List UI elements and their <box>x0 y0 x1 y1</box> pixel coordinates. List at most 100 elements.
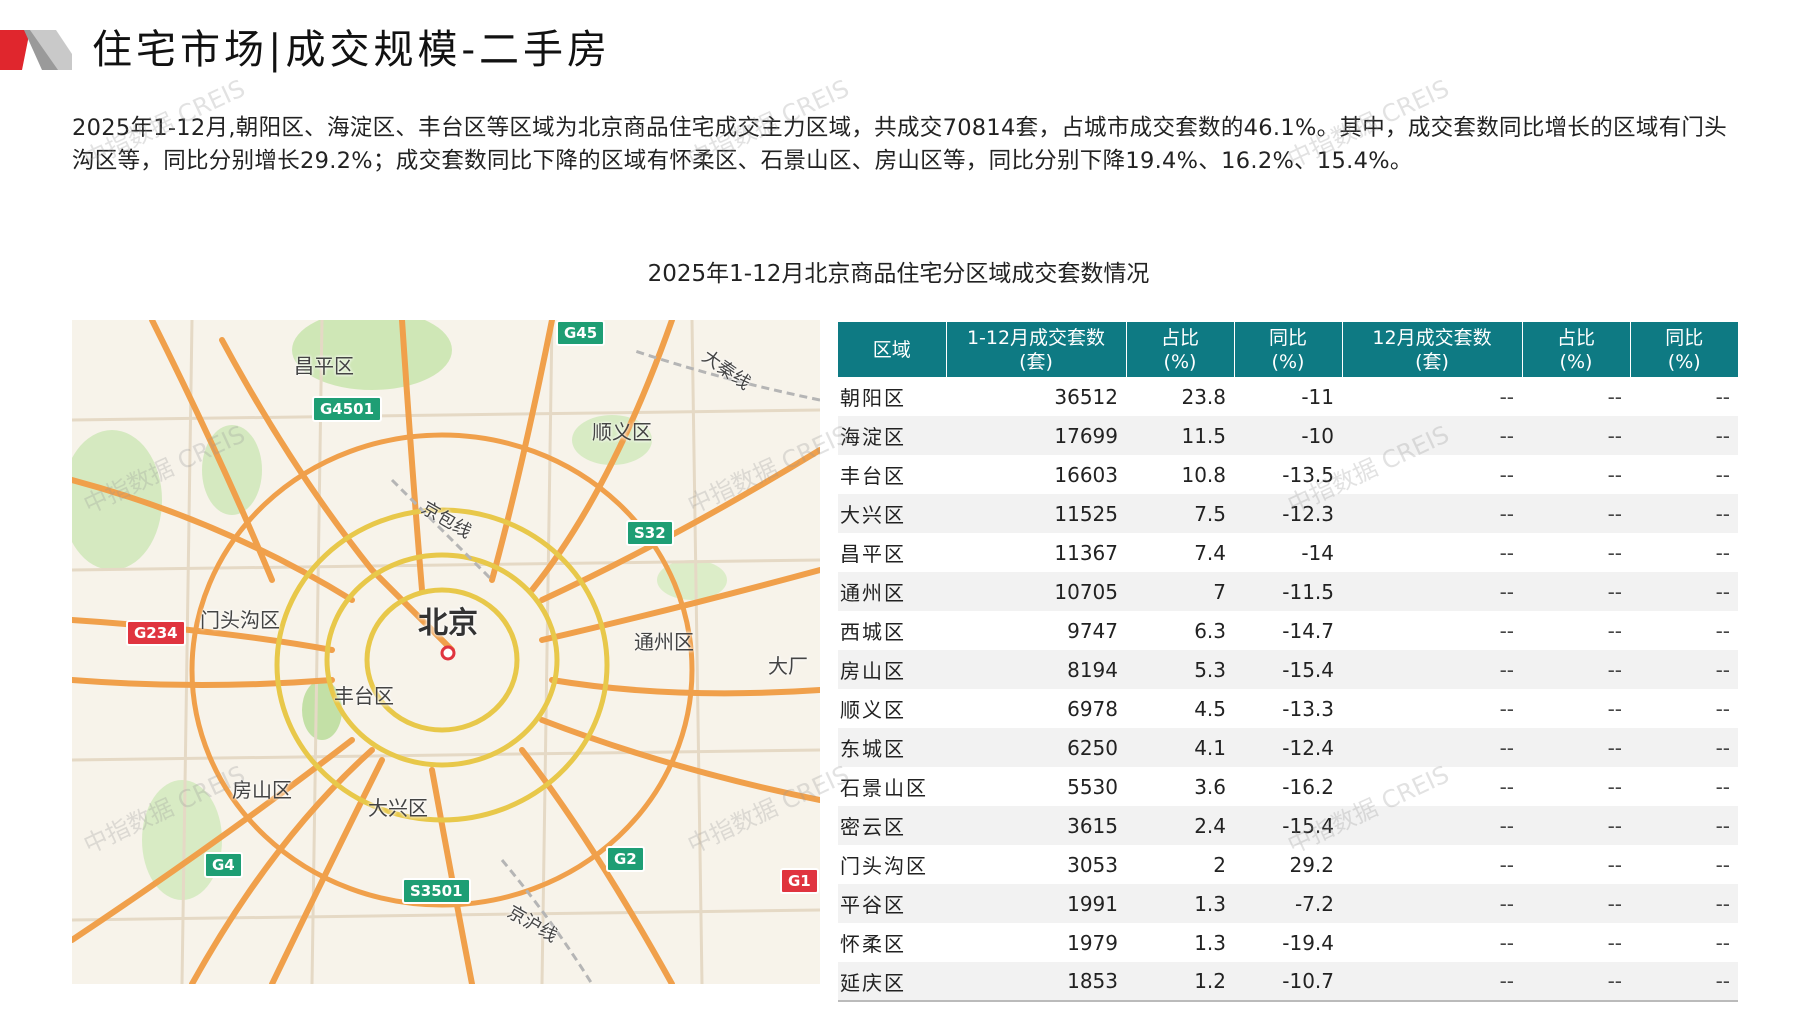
cell-dec-share: -- <box>1522 650 1630 689</box>
table-row: 密云区 3615 2.4 -15.4 -- -- -- <box>838 806 1738 845</box>
cell-ytd-share: 2 <box>1126 845 1234 884</box>
cell-dec-units: -- <box>1342 377 1522 416</box>
cell-ytd-yoy: -16.2 <box>1234 767 1342 806</box>
cell-region: 顺义区 <box>838 689 946 728</box>
cell-ytd-yoy: 29.2 <box>1234 845 1342 884</box>
table-row: 东城区 6250 4.1 -12.4 -- -- -- <box>838 728 1738 767</box>
cell-dec-share: -- <box>1522 767 1630 806</box>
cell-ytd-yoy: -12.3 <box>1234 494 1342 533</box>
column-header: 12月成交套数 (套) <box>1342 322 1523 377</box>
table-row: 大兴区 11525 7.5 -12.3 -- -- -- <box>838 494 1738 533</box>
cell-dec-yoy: -- <box>1630 767 1738 806</box>
map-label-tongzhou: 通州区 <box>634 630 694 654</box>
district-sales-table: 区域 1-12月成交套数 (套) 占比 (%) 同比 (%) 12月成交套数 (套) 占比 (%) 同… <box>838 322 1738 1002</box>
cell-ytd-share: 6.3 <box>1126 611 1234 650</box>
cell-dec-units: -- <box>1342 884 1522 923</box>
district-map: 昌平区 顺义区 门头沟区 北京 通州区 丰台区 房山区 大兴区 大厂 京包线 大… <box>72 320 820 984</box>
column-header-label: 同比 <box>1665 326 1704 349</box>
summary-paragraph: 2025年1-12月,朝阳区、海淀区、丰台区等区域为北京商品住宅成交主力区域，共… <box>72 115 1728 174</box>
cell-dec-share: -- <box>1522 611 1630 650</box>
cell-ytd-units: 11367 <box>946 533 1126 572</box>
cell-dec-yoy: -- <box>1630 650 1738 689</box>
cell-ytd-units: 6978 <box>946 689 1126 728</box>
cell-ytd-share: 10.8 <box>1126 455 1234 494</box>
cell-region: 西城区 <box>838 611 946 650</box>
cell-ytd-units: 17699 <box>946 416 1126 455</box>
cell-ytd-yoy: -15.4 <box>1234 650 1342 689</box>
cell-ytd-yoy: -12.4 <box>1234 728 1342 767</box>
cell-dec-units: -- <box>1342 416 1522 455</box>
column-header-unit: (套) <box>1415 350 1449 373</box>
column-header: 区域 <box>838 322 947 377</box>
road-network <box>72 320 820 984</box>
cell-dec-share: -- <box>1522 962 1630 1002</box>
map-label-fengtai: 丰台区 <box>334 684 394 708</box>
cell-region: 延庆区 <box>838 962 946 1002</box>
table-row: 顺义区 6978 4.5 -13.3 -- -- -- <box>838 689 1738 728</box>
cell-ytd-yoy: -7.2 <box>1234 884 1342 923</box>
cell-ytd-units: 8194 <box>946 650 1126 689</box>
cell-dec-units: -- <box>1342 494 1522 533</box>
cell-region: 密云区 <box>838 806 946 845</box>
cell-dec-yoy: -- <box>1630 884 1738 923</box>
table-body: 朝阳区 36512 23.8 -11 -- -- -- 海淀区 17699 11.5 -10 -- --… <box>838 377 1738 1002</box>
cell-ytd-yoy: -15.4 <box>1234 806 1342 845</box>
table-row: 平谷区 1991 1.3 -7.2 -- -- -- <box>838 884 1738 923</box>
cell-dec-share: -- <box>1522 494 1630 533</box>
cell-dec-share: -- <box>1522 455 1630 494</box>
highway-shield-g4501: G4501 <box>312 396 383 422</box>
cell-dec-units: -- <box>1342 962 1522 1002</box>
column-header-unit: (套) <box>1019 350 1053 373</box>
cell-ytd-yoy: -11 <box>1234 377 1342 416</box>
cell-dec-yoy: -- <box>1630 845 1738 884</box>
cell-ytd-units: 6250 <box>946 728 1126 767</box>
cell-region: 房山区 <box>838 650 946 689</box>
cell-region: 怀柔区 <box>838 923 946 962</box>
cell-dec-units: -- <box>1342 728 1522 767</box>
cell-ytd-units: 16603 <box>946 455 1126 494</box>
cell-dec-share: -- <box>1522 533 1630 572</box>
table-row: 西城区 9747 6.3 -14.7 -- -- -- <box>838 611 1738 650</box>
cell-dec-yoy: -- <box>1630 455 1738 494</box>
table-row: 通州区 10705 7 -11.5 -- -- -- <box>838 572 1738 611</box>
cell-ytd-units: 1853 <box>946 962 1126 1002</box>
cell-ytd-share: 7 <box>1126 572 1234 611</box>
cell-ytd-yoy: -13.3 <box>1234 689 1342 728</box>
table-row: 石景山区 5530 3.6 -16.2 -- -- -- <box>838 767 1738 806</box>
highway-shield-g4: G4 <box>204 852 243 878</box>
cell-region: 通州区 <box>838 572 946 611</box>
cell-ytd-share: 1.3 <box>1126 923 1234 962</box>
table-row: 朝阳区 36512 23.8 -11 -- -- -- <box>838 377 1738 416</box>
cell-ytd-yoy: -13.5 <box>1234 455 1342 494</box>
cell-dec-share: -- <box>1522 845 1630 884</box>
cell-region: 平谷区 <box>838 884 946 923</box>
column-header: 1-12月成交套数 (套) <box>946 322 1127 377</box>
cell-ytd-units: 9747 <box>946 611 1126 650</box>
cell-ytd-yoy: -14 <box>1234 533 1342 572</box>
cell-ytd-share: 2.4 <box>1126 806 1234 845</box>
highway-shield-g2: G2 <box>606 846 645 872</box>
column-header: 占比 (%) <box>1126 322 1235 377</box>
cell-ytd-units: 1979 <box>946 923 1126 962</box>
cell-ytd-yoy: -10 <box>1234 416 1342 455</box>
cell-ytd-units: 10705 <box>946 572 1126 611</box>
column-header-label: 占比 <box>1556 326 1595 349</box>
highway-shield-g1: G1 <box>780 868 819 894</box>
cell-region: 大兴区 <box>838 494 946 533</box>
cell-dec-yoy: -- <box>1630 494 1738 533</box>
map-label-daxing: 大兴区 <box>368 796 428 820</box>
cell-dec-share: -- <box>1522 377 1630 416</box>
column-header-label: 占比 <box>1160 326 1199 349</box>
cell-region: 昌平区 <box>838 533 946 572</box>
table-row: 海淀区 17699 11.5 -10 -- -- -- <box>838 416 1738 455</box>
cell-region: 海淀区 <box>838 416 946 455</box>
cell-ytd-share: 5.3 <box>1126 650 1234 689</box>
cell-ytd-share: 23.8 <box>1126 377 1234 416</box>
column-header-unit: (%) <box>1271 350 1305 373</box>
highway-shield-s3501: S3501 <box>402 878 471 904</box>
cell-dec-share: -- <box>1522 416 1630 455</box>
cell-dec-yoy: -- <box>1630 962 1738 1002</box>
cell-dec-yoy: -- <box>1630 923 1738 962</box>
cell-dec-yoy: -- <box>1630 533 1738 572</box>
map-label-changping: 昌平区 <box>294 354 354 378</box>
